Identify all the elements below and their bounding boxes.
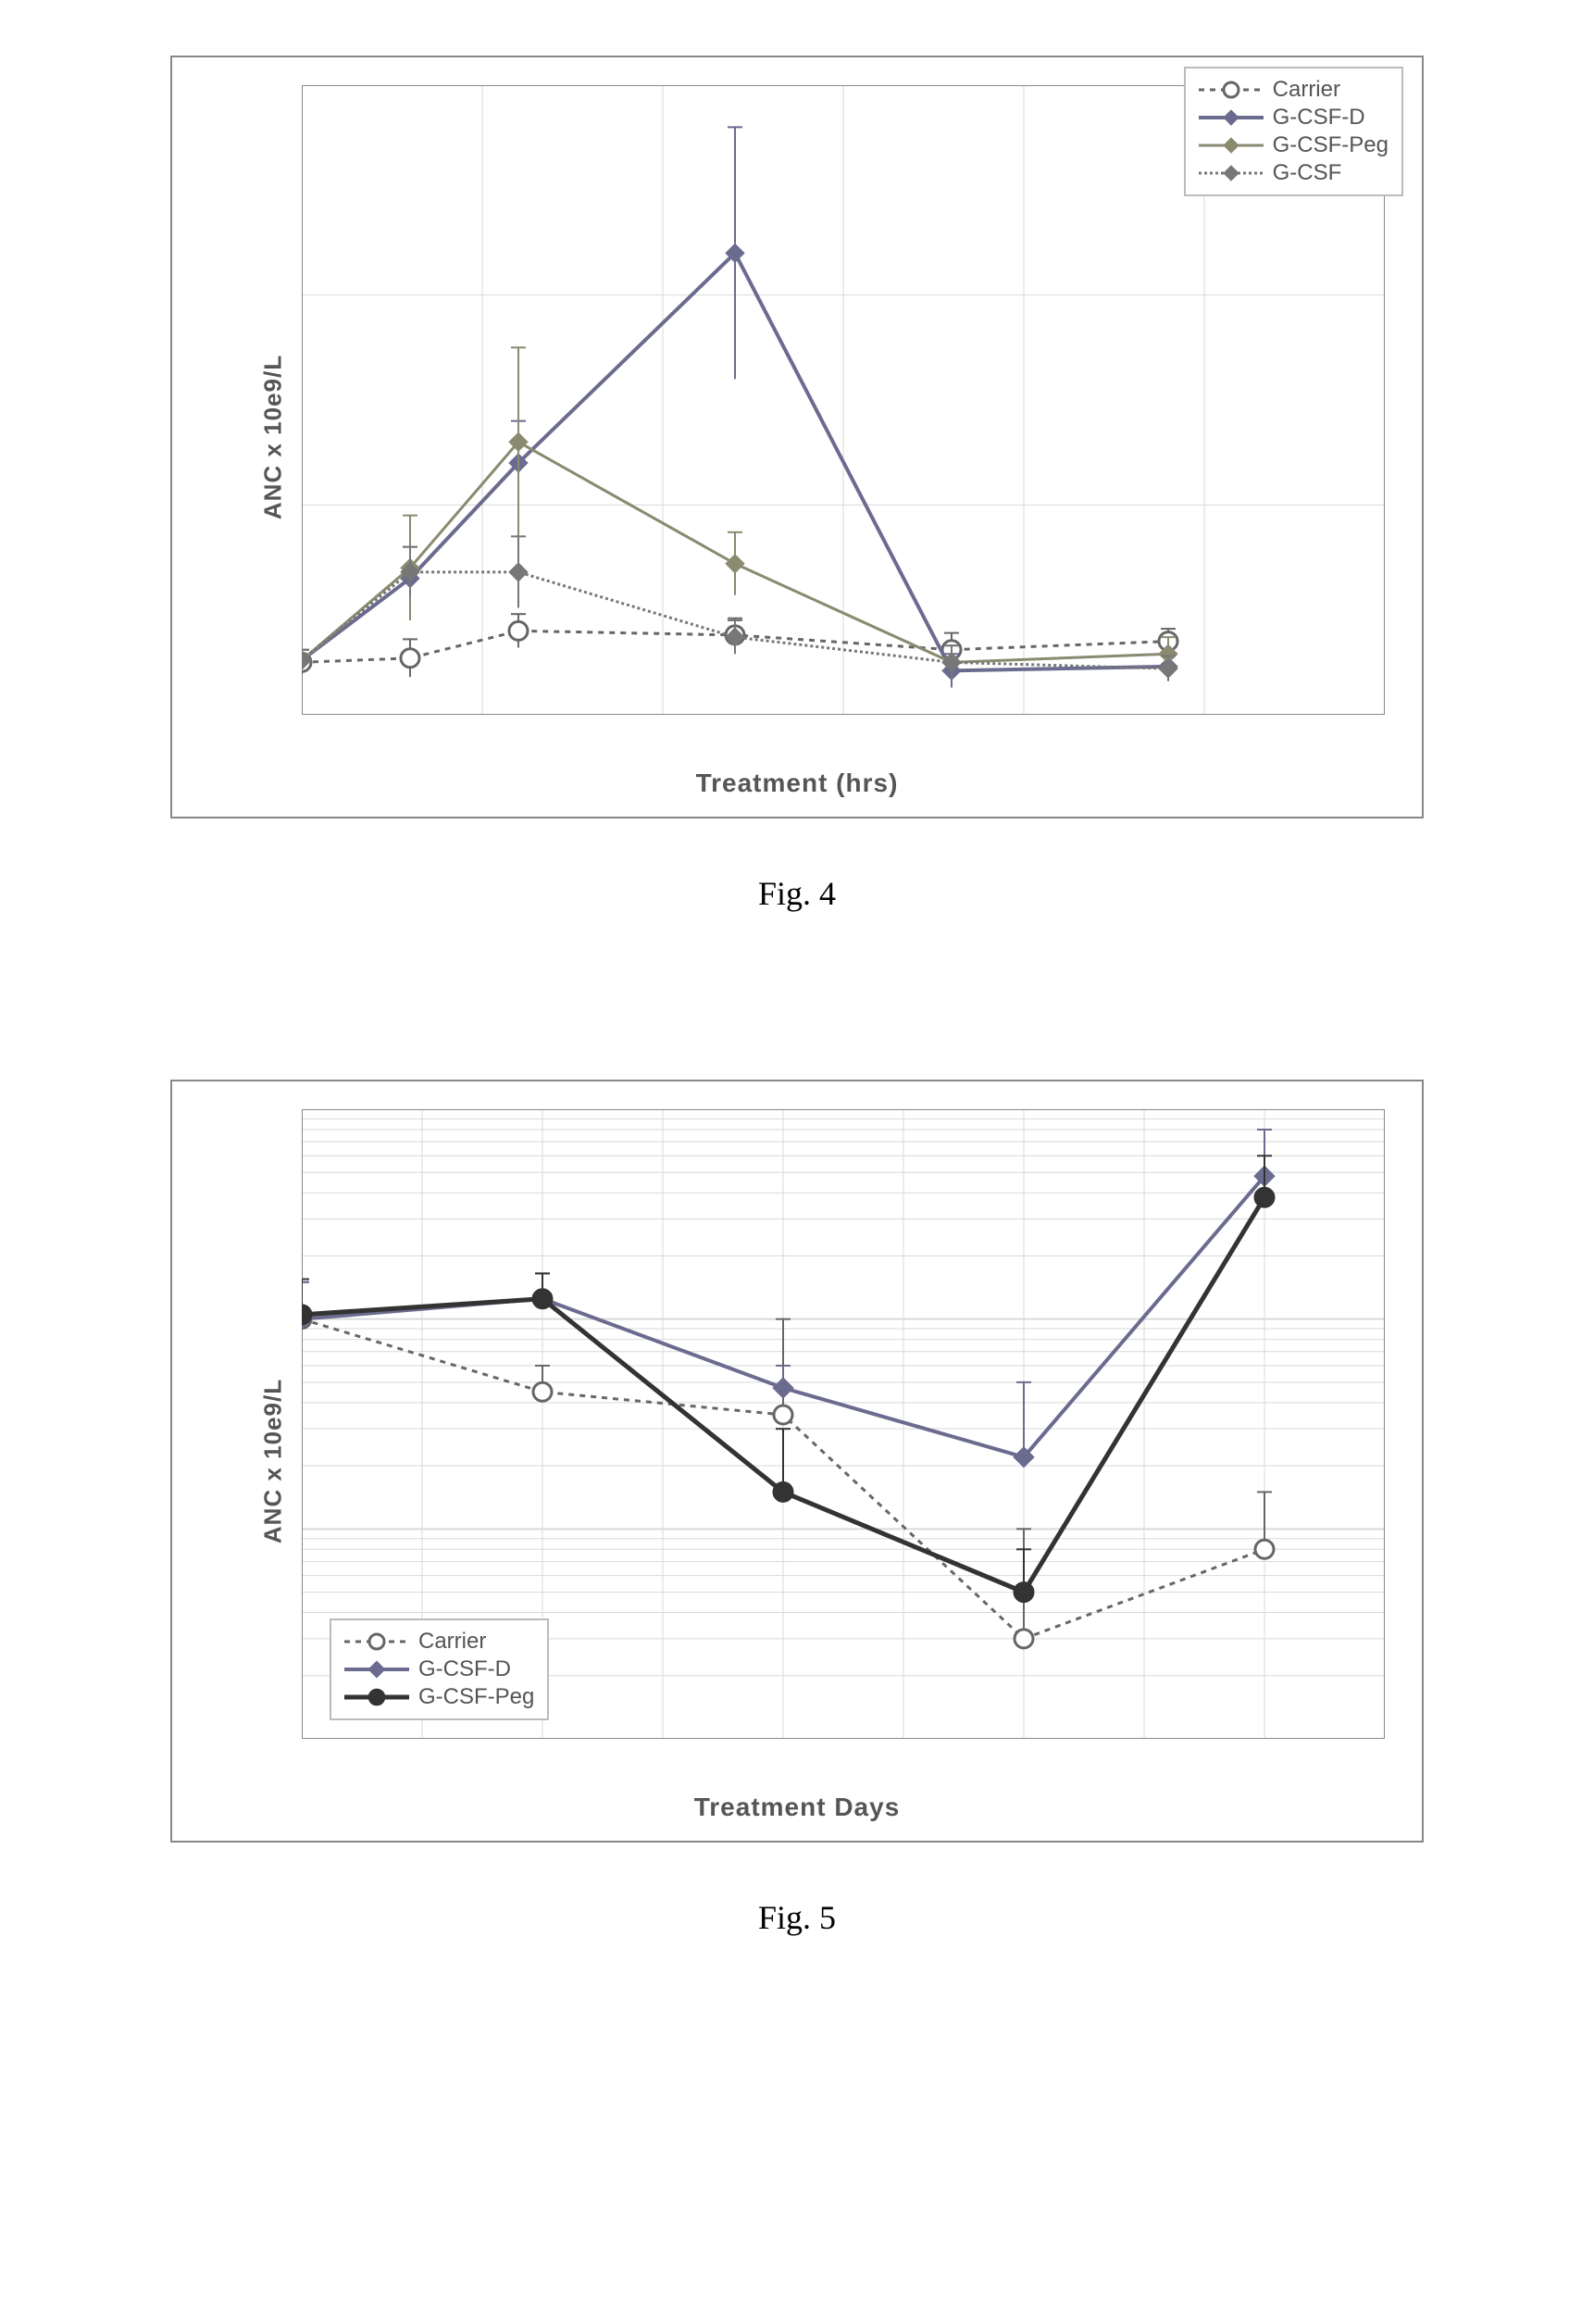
legend-row: G-CSF-D (1199, 104, 1389, 131)
legend-row: Carrier (1199, 76, 1389, 104)
legend-row: Carrier (344, 1628, 534, 1656)
legend-row: G-CSF-Peg (344, 1683, 534, 1711)
figure-5-frame: ANC x 10e9/L 01234567890.010.1110 Treatm… (170, 1080, 1424, 1843)
figure-4-block: ANC x 10e9/L 0204060801001200102030 Trea… (111, 56, 1483, 913)
legend-label: G-CSF-D (418, 1656, 511, 1682)
fig4-caption: Fig. 4 (758, 874, 836, 913)
legend-label: Carrier (1273, 77, 1340, 103)
legend-swatch (1199, 79, 1264, 101)
legend-label: G-CSF-D (1273, 105, 1365, 131)
fig5-x-axis-label: Treatment Days (694, 1793, 901, 1822)
legend-label: Carrier (418, 1629, 486, 1655)
page: ANC x 10e9/L 0204060801001200102030 Trea… (0, 0, 1594, 2324)
fig5-y-axis-label: ANC x 10e9/L (259, 1379, 288, 1543)
legend-swatch (344, 1686, 409, 1708)
figure-5-block: ANC x 10e9/L 01234567890.010.1110 Treatm… (111, 1080, 1483, 1937)
legend-swatch (1199, 134, 1264, 156)
fig4-y-axis-label: ANC x 10e9/L (259, 355, 288, 519)
legend-swatch (344, 1631, 409, 1653)
legend-row: G-CSF (1199, 159, 1389, 187)
legend-label: G-CSF-Peg (418, 1684, 534, 1710)
fig5-legend: CarrierG-CSF-DG-CSF-Peg (330, 1618, 549, 1720)
legend-swatch (344, 1658, 409, 1681)
legend-swatch (1199, 162, 1264, 184)
legend-label: G-CSF (1273, 160, 1342, 186)
legend-row: G-CSF-Peg (1199, 131, 1389, 159)
fig4-legend: CarrierG-CSF-DG-CSF-PegG-CSF (1184, 67, 1403, 196)
spacer (111, 913, 1483, 1080)
fig5-caption: Fig. 5 (758, 1898, 836, 1937)
legend-row: G-CSF-D (344, 1656, 534, 1683)
figure-4-frame: ANC x 10e9/L 0204060801001200102030 Trea… (170, 56, 1424, 818)
fig4-x-axis-label: Treatment (hrs) (696, 768, 899, 798)
legend-swatch (1199, 106, 1264, 129)
legend-label: G-CSF-Peg (1273, 132, 1389, 158)
